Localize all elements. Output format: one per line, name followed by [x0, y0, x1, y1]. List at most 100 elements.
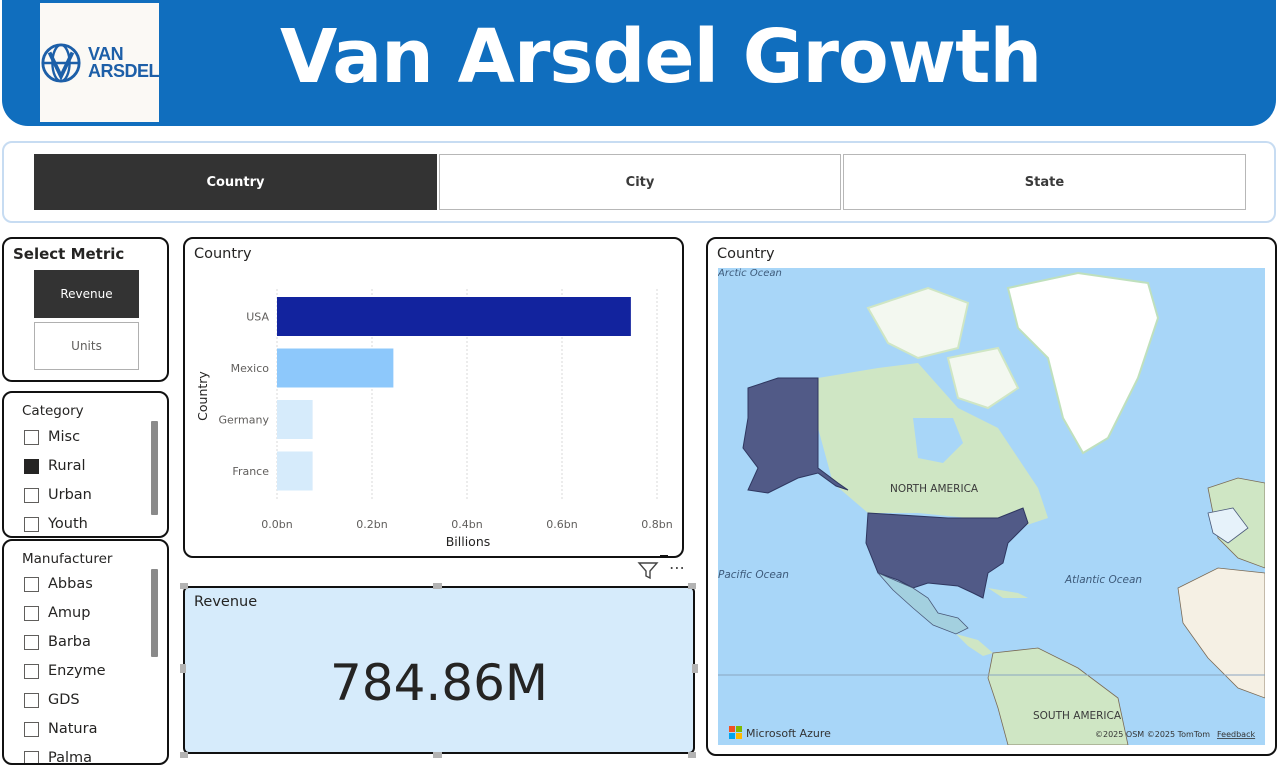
map-title: Country — [717, 246, 775, 262]
map-copyright: ©2025 OSM ©2025 TomTom — [1095, 730, 1210, 739]
manufacturer-slicer: Manufacturer Abbas Amup Barba Enzyme GDS… — [2, 539, 169, 765]
manufacturer-item-label: Natura — [48, 721, 98, 737]
checkbox[interactable] — [24, 576, 39, 592]
checkbox[interactable] — [24, 516, 39, 532]
resize-handle[interactable] — [433, 752, 442, 758]
manufacturer-item-label: Enzyme — [48, 663, 106, 679]
bar-germany[interactable] — [277, 400, 313, 439]
germany-highlight — [1207, 507, 1249, 544]
africa — [1177, 567, 1265, 699]
revenue-card[interactable]: Revenue 784.86M — [183, 586, 695, 754]
units-button[interactable]: Units — [34, 322, 139, 370]
manufacturer-item-label: Abbas — [48, 576, 93, 592]
category-item-rural[interactable]: Rural — [24, 456, 86, 476]
header-banner — [2, 0, 1276, 126]
manufacturer-item-natura[interactable]: Natura — [24, 719, 97, 739]
page-title: Van Arsdel Growth — [280, 14, 1042, 100]
south-america — [987, 647, 1129, 745]
manufacturer-item-gds[interactable]: GDS — [24, 690, 80, 710]
central-america — [956, 634, 993, 656]
checkbox[interactable] — [24, 605, 39, 621]
revenue-card-title: Revenue — [194, 594, 258, 610]
label-arctic-ocean: Arctic Ocean — [718, 268, 782, 279]
manufacturer-item-label: Palma — [48, 750, 93, 765]
revenue-card-value: 784.86M — [329, 654, 549, 712]
y-tick-label: Germany — [218, 414, 269, 427]
tab-country[interactable]: Country — [34, 154, 437, 210]
x-tick-label: 0.0bn — [261, 518, 292, 531]
arctic-islands — [946, 346, 1020, 410]
manufacturer-scrollbar[interactable] — [151, 569, 158, 657]
checkbox[interactable] — [24, 663, 39, 679]
label-atlantic-ocean: Atlantic Ocean — [1064, 574, 1142, 586]
tab-city[interactable]: City — [439, 154, 841, 210]
manufacturer-item-label: Barba — [48, 634, 91, 650]
revenue-button[interactable]: Revenue — [34, 270, 139, 318]
x-tick-label: 0.2bn — [356, 518, 387, 531]
manufacturer-item-enzyme[interactable]: Enzyme — [24, 661, 106, 681]
category-slicer: Category Misc Rural Urban Youth — [2, 391, 169, 538]
mexico-highlight — [877, 572, 969, 635]
ellipsis-icon[interactable]: ⋯ — [669, 558, 686, 577]
map-branding: Microsoft Azure — [746, 727, 831, 740]
bar-mexico[interactable] — [277, 348, 394, 388]
checkbox[interactable] — [24, 692, 39, 708]
manufacturer-item-abbas[interactable]: Abbas — [24, 574, 93, 594]
bar-chart-svg: Country Billions 0.0bn 0.2bn 0.4bn 0.6bn 0.8… — [195, 289, 673, 549]
manufacturer-item-palma[interactable]: Palma — [24, 748, 93, 765]
category-item-misc[interactable]: Misc — [24, 427, 80, 447]
x-tick-label: 0.6bn — [546, 518, 577, 531]
checkbox[interactable] — [24, 487, 39, 503]
checkbox[interactable] — [24, 429, 39, 445]
arctic-islands — [866, 286, 970, 360]
caribbean — [988, 588, 1028, 598]
category-item-label: Rural — [48, 458, 86, 474]
greenland — [1006, 271, 1160, 455]
category-item-youth[interactable]: Youth — [24, 514, 88, 534]
bar-chart-visual: Country Country Billions 0.0bn 0.2bn 0.4bn… — [183, 237, 684, 558]
category-item-label: Misc — [48, 429, 81, 445]
hudson-bay — [913, 418, 963, 463]
x-tick-label: 0.4bn — [451, 518, 482, 531]
x-axis-label: Billions — [446, 534, 491, 549]
manufacturer-slicer-title: Manufacturer — [22, 551, 113, 567]
resize-handle[interactable] — [688, 752, 696, 758]
category-slicer-title: Category — [22, 403, 84, 419]
filter-icon[interactable] — [637, 560, 659, 580]
category-item-label: Urban — [48, 487, 92, 503]
map-canvas[interactable]: Arctic Ocean NORTH AMERICA Pacific Ocean… — [718, 268, 1265, 745]
y-tick-label: France — [232, 465, 269, 478]
resize-handle[interactable] — [180, 583, 188, 589]
checkbox[interactable] — [24, 634, 39, 650]
checkbox[interactable] — [24, 721, 39, 737]
resize-handle[interactable] — [688, 583, 696, 589]
globe-logo-icon — [41, 42, 81, 83]
map-feedback-link[interactable]: Feedback — [1217, 730, 1255, 739]
manufacturer-item-amup[interactable]: Amup — [24, 603, 90, 623]
y-axis-label: Country — [195, 371, 210, 421]
logo-text-line1: VAN — [87, 43, 124, 64]
bar-usa[interactable] — [277, 297, 631, 336]
checkbox[interactable] — [24, 750, 39, 763]
checkbox[interactable] — [24, 458, 39, 474]
label-north-america: NORTH AMERICA — [890, 483, 979, 495]
y-tick-label: Mexico — [231, 362, 270, 375]
label-pacific-ocean: Pacific Ocean — [718, 569, 789, 581]
logo-text-line2: ARSDEL — [87, 60, 160, 81]
y-tick-label: USA — [246, 311, 269, 324]
resize-handle[interactable] — [180, 752, 188, 758]
resize-handle[interactable] — [180, 664, 186, 673]
tab-state[interactable]: State — [843, 154, 1246, 210]
manufacturer-item-barba[interactable]: Barba — [24, 632, 91, 652]
category-item-label: Youth — [48, 516, 88, 532]
bar-france[interactable] — [277, 451, 313, 491]
usa-highlight — [865, 507, 1029, 599]
bar-chart-title: Country — [194, 246, 252, 262]
resize-handle[interactable] — [692, 664, 698, 673]
category-scrollbar[interactable] — [151, 421, 158, 515]
category-item-urban[interactable]: Urban — [24, 485, 92, 505]
x-tick-label: 0.8bn — [641, 518, 672, 531]
manufacturer-item-label: GDS — [48, 692, 80, 708]
resize-handle[interactable] — [433, 583, 442, 589]
microsoft-logo-icon — [729, 726, 742, 739]
